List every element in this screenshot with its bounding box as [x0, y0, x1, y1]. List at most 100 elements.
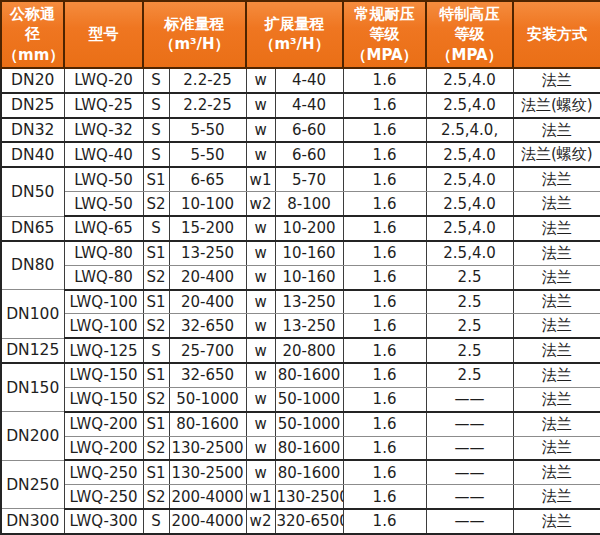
install-cell: 法兰(螺纹): [513, 142, 600, 167]
model-cell: LWQ-50: [64, 167, 143, 191]
pressure-cell: 1.6: [343, 509, 426, 534]
table-row: DN150LWQ-150S132-650w80-16001.62.5法兰: [1, 363, 600, 387]
ext-code-cell: w: [246, 412, 275, 436]
std-range-cell: 32-650: [169, 363, 246, 387]
header-text: 等级（MPA）: [345, 24, 424, 65]
ext-code-cell: w: [246, 93, 275, 118]
install-cell: 法兰: [513, 68, 600, 93]
pressure-cell: 1.6: [343, 118, 426, 143]
install-cell: 法兰: [513, 216, 600, 241]
header-model: 型号: [64, 1, 143, 68]
ext-code-cell: w2: [246, 192, 275, 216]
table-row: LWQ-100S232-650w13-2501.62.5法兰: [1, 314, 600, 338]
pressure-cell: 1.6: [343, 387, 426, 411]
table-row: DN32LWQ-32S5-50w6-601.62.5,4.0,法兰: [1, 118, 600, 143]
table-row: DN25LWQ-25S2.2-25w4-401.62.5,4.0法兰(螺纹): [1, 93, 600, 118]
model-cell: LWQ-80: [64, 265, 143, 289]
ext-range-cell: 80-1600: [275, 460, 343, 484]
std-range-cell: 5-50: [169, 118, 246, 143]
model-cell: LWQ-125: [64, 338, 143, 363]
std-range-cell: 80-1600: [169, 412, 246, 436]
install-cell: 法兰: [513, 485, 600, 509]
header-text: 安装方式: [515, 24, 599, 44]
ext-code-cell: w2: [246, 509, 275, 534]
header-text: 型号: [66, 24, 141, 44]
header-text: 等级（MPA）: [428, 24, 511, 65]
std-code-cell: S1: [143, 412, 169, 436]
model-cell: LWQ-32: [64, 118, 143, 143]
ext-range-cell: 80-1600: [275, 436, 343, 460]
high-pressure-cell: ——: [426, 460, 513, 484]
ext-code-cell: w: [246, 265, 275, 289]
model-cell: LWQ-200: [64, 436, 143, 460]
install-cell: 法兰: [513, 412, 600, 436]
dn-cell: DN200: [1, 412, 64, 461]
std-range-cell: 200-4000: [169, 509, 246, 534]
pressure-cell: 1.6: [343, 265, 426, 289]
pressure-cell: 1.6: [343, 338, 426, 363]
ext-code-cell: w: [246, 118, 275, 143]
ext-range-cell: 8-100: [275, 192, 343, 216]
model-cell: LWQ-100: [64, 290, 143, 314]
install-cell: 法兰: [513, 265, 600, 289]
high-pressure-cell: 2.5,4.0: [426, 142, 513, 167]
std-range-cell: 10-100: [169, 192, 246, 216]
install-cell: 法兰(螺纹): [513, 93, 600, 118]
model-cell: LWQ-150: [64, 363, 143, 387]
table-row: DN50LWQ-50S16-65w15-701.62.5,4.0法兰: [1, 167, 600, 191]
pressure-cell: 1.6: [343, 363, 426, 387]
std-range-cell: 130-2500: [169, 436, 246, 460]
std-range-cell: 15-200: [169, 216, 246, 241]
header-standard-range: 标准量程 （m³/H）: [143, 1, 246, 68]
pressure-cell: 1.6: [343, 93, 426, 118]
ext-range-cell: 13-250: [275, 314, 343, 338]
std-code-cell: S2: [143, 387, 169, 411]
ext-code-cell: w: [246, 241, 275, 265]
ext-code-cell: w: [246, 216, 275, 241]
pressure-cell: 1.6: [343, 436, 426, 460]
high-pressure-cell: 2.5: [426, 265, 513, 289]
model-cell: LWQ-40: [64, 142, 143, 167]
std-range-cell: 2.2-25: [169, 68, 246, 93]
model-cell: LWQ-150: [64, 387, 143, 411]
model-cell: LWQ-250: [64, 485, 143, 509]
flow-meter-spec-table: 公称通径 （mm） 型号 标准量程 （m³/H） 扩展量程 （m³/H） 常规耐…: [0, 0, 600, 535]
ext-code-cell: w: [246, 142, 275, 167]
ext-range-cell: 80-1600: [275, 363, 343, 387]
table-row: DN250LWQ-250S1130-2500w80-16001.6——法兰: [1, 460, 600, 484]
dn-cell: DN20: [1, 68, 64, 93]
std-range-cell: 13-250: [169, 241, 246, 265]
header-text: 特制高压: [428, 4, 511, 24]
high-pressure-cell: 2.5,4.0,: [426, 118, 513, 143]
ext-range-cell: 13-250: [275, 290, 343, 314]
ext-range-cell: 6-60: [275, 142, 343, 167]
std-code-cell: S1: [143, 290, 169, 314]
ext-range-cell: 10-160: [275, 241, 343, 265]
table-row: LWQ-250S2200-4000w1130-25001.6——法兰: [1, 485, 600, 509]
std-code-cell: S: [143, 338, 169, 363]
pressure-cell: 1.6: [343, 192, 426, 216]
pressure-cell: 1.6: [343, 485, 426, 509]
model-cell: LWQ-20: [64, 68, 143, 93]
pressure-cell: 1.6: [343, 290, 426, 314]
table-row: LWQ-200S2130-2500w80-16001.6——法兰: [1, 436, 600, 460]
ext-range-cell: 5-70: [275, 167, 343, 191]
ext-range-cell: 10-200: [275, 216, 343, 241]
model-cell: LWQ-250: [64, 460, 143, 484]
install-cell: 法兰: [513, 314, 600, 338]
table-row: DN200LWQ-200S180-1600w50-10001.6——法兰: [1, 412, 600, 436]
pressure-cell: 1.6: [343, 68, 426, 93]
pressure-cell: 1.6: [343, 142, 426, 167]
install-cell: 法兰: [513, 241, 600, 265]
header-special-high-pressure: 特制高压 等级（MPA）: [426, 1, 513, 68]
install-cell: 法兰: [513, 118, 600, 143]
std-range-cell: 50-1000: [169, 387, 246, 411]
ext-code-cell: w: [246, 363, 275, 387]
model-cell: LWQ-65: [64, 216, 143, 241]
ext-code-cell: w: [246, 314, 275, 338]
std-range-cell: 25-700: [169, 338, 246, 363]
header-row: 公称通径 （mm） 型号 标准量程 （m³/H） 扩展量程 （m³/H） 常规耐…: [1, 1, 600, 68]
table-row: LWQ-150S250-1000w50-10001.6——法兰: [1, 387, 600, 411]
header-installation: 安装方式: [513, 1, 600, 68]
std-range-cell: 5-50: [169, 142, 246, 167]
